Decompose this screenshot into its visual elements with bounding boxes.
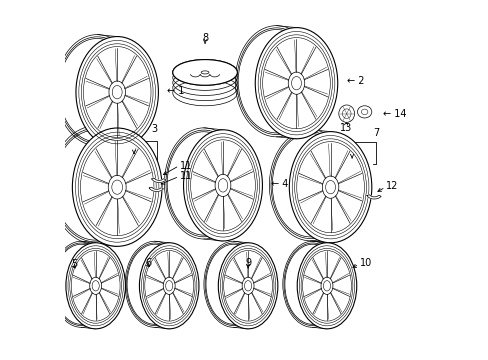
Text: 9: 9 [244,258,251,268]
Ellipse shape [218,179,227,192]
Ellipse shape [172,60,237,85]
Ellipse shape [165,281,172,291]
Ellipse shape [287,72,304,94]
Polygon shape [149,187,163,192]
Polygon shape [151,178,165,183]
Ellipse shape [255,28,337,139]
Text: 11: 11 [180,161,192,171]
Text: 8: 8 [202,33,208,43]
Ellipse shape [357,106,371,118]
Ellipse shape [242,277,254,294]
Text: 7: 7 [372,128,379,138]
Ellipse shape [163,277,175,294]
Text: ← 1: ← 1 [167,86,184,96]
Polygon shape [366,195,380,199]
Ellipse shape [109,81,125,103]
Ellipse shape [322,176,338,198]
Ellipse shape [338,105,354,122]
Ellipse shape [201,71,208,74]
Ellipse shape [289,132,371,243]
Text: 6: 6 [145,258,151,268]
Text: 13: 13 [339,123,351,133]
Ellipse shape [112,85,122,99]
Ellipse shape [218,243,277,329]
Ellipse shape [323,281,330,291]
Ellipse shape [76,37,158,148]
Ellipse shape [172,60,237,85]
Ellipse shape [66,243,125,329]
Text: ← 14: ← 14 [382,109,405,119]
Ellipse shape [72,128,162,246]
Text: 5: 5 [72,259,78,269]
Text: ← 2: ← 2 [346,76,364,86]
Text: 12: 12 [386,181,398,192]
Text: 3: 3 [151,125,158,134]
Ellipse shape [244,281,251,291]
Ellipse shape [291,77,301,90]
Text: 10: 10 [359,258,371,268]
Ellipse shape [183,130,262,241]
Text: 11: 11 [180,171,192,181]
Ellipse shape [112,180,122,194]
Ellipse shape [320,277,332,294]
Ellipse shape [215,174,230,197]
Ellipse shape [108,175,126,199]
Ellipse shape [139,243,199,329]
Ellipse shape [92,281,99,291]
Ellipse shape [89,277,102,294]
Ellipse shape [325,180,335,194]
Ellipse shape [297,243,356,329]
Text: ← 4: ← 4 [270,179,287,189]
